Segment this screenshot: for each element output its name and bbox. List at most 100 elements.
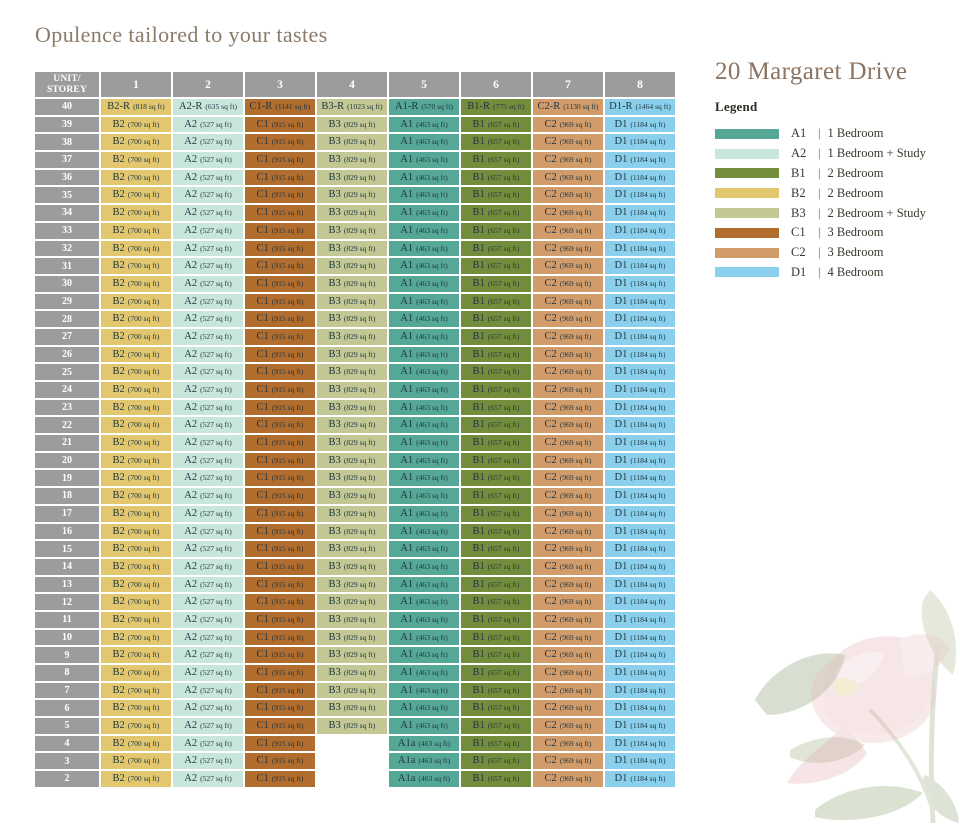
unit-code: B2 bbox=[112, 224, 125, 236]
unit-code: B3 bbox=[328, 154, 341, 166]
unit-code: B2 bbox=[112, 136, 125, 148]
unit-cell: D1 (1184 sq ft) bbox=[605, 505, 675, 522]
unit-code: A1 bbox=[400, 401, 414, 413]
unit-code: A1 bbox=[400, 384, 414, 395]
unit-code: A2 bbox=[184, 613, 198, 625]
unit-area: (1184 sq ft) bbox=[630, 774, 666, 784]
unit-code: C1 bbox=[256, 207, 269, 219]
unit-cell: D1 (1184 sq ft) bbox=[605, 771, 675, 787]
storey-label: 21 bbox=[35, 435, 99, 451]
unit-code: C1-R bbox=[249, 101, 273, 112]
unit-cell: B1 (657 sq ft) bbox=[461, 346, 531, 363]
unit-cell: B2 (700 sq ft) bbox=[101, 647, 171, 663]
unit-area: (657 sq ft) bbox=[487, 420, 520, 430]
unit-cell: B3 (829 sq ft) bbox=[317, 452, 387, 469]
unit-cell: B1 (657 sq ft) bbox=[461, 541, 531, 557]
storey-label: 13 bbox=[35, 576, 99, 593]
unit-cell: C2 (969 sq ft) bbox=[533, 205, 603, 221]
column-header: 7 bbox=[533, 72, 603, 97]
unit-code: B3 bbox=[328, 596, 341, 608]
unit-area: (969 sq ft) bbox=[559, 650, 592, 660]
unit-code: B1 bbox=[472, 737, 485, 749]
unit-cell: D1 (1184 sq ft) bbox=[605, 275, 675, 292]
unit-code: A2 bbox=[184, 384, 198, 395]
unit-cell: A1 (463 sq ft) bbox=[389, 293, 459, 310]
unit-code: C2 bbox=[544, 773, 557, 785]
unit-code: A1 bbox=[400, 136, 414, 148]
unit-code: A2 bbox=[184, 260, 198, 272]
legend-item: B1 | 2 Bedroom bbox=[715, 164, 926, 184]
unit-cell: B2 (700 sq ft) bbox=[101, 718, 171, 734]
unit-area: (463 sq ft) bbox=[416, 367, 448, 377]
unit-area: (463 sq ft) bbox=[416, 579, 448, 589]
unit-code: C1 bbox=[256, 171, 269, 183]
unit-area: (527 sq ft) bbox=[200, 738, 232, 748]
unit-cell: A2 (527 sq ft) bbox=[173, 275, 243, 292]
unit-cell: A2 (527 sq ft) bbox=[173, 629, 243, 646]
unit-code: C2 bbox=[544, 702, 557, 714]
unit-code: D1 bbox=[614, 366, 628, 378]
unit-code: D1 bbox=[614, 507, 628, 519]
unit-area: (463 sq ft) bbox=[416, 331, 448, 341]
unit-code: C2 bbox=[544, 720, 557, 732]
unit-area: (463 sq ft) bbox=[416, 544, 448, 554]
empty-cell bbox=[317, 771, 387, 787]
storey-label: 27 bbox=[35, 328, 99, 345]
unit-cell: B1 (657 sq ft) bbox=[461, 364, 531, 380]
unit-code: B1 bbox=[472, 578, 485, 590]
unit-cell: A2 (527 sq ft) bbox=[173, 470, 243, 487]
unit-code: C1 bbox=[256, 189, 269, 201]
unit-cell: B3 (829 sq ft) bbox=[317, 576, 387, 593]
unit-cell: C2 (969 sq ft) bbox=[533, 488, 603, 504]
unit-cell: A1 (463 sq ft) bbox=[389, 240, 459, 257]
unit-cell: C2 (969 sq ft) bbox=[533, 364, 603, 380]
legend-code: C1 bbox=[791, 225, 806, 240]
storey-label: 20 bbox=[35, 452, 99, 469]
unit-code: C2 bbox=[544, 490, 557, 502]
unit-area: (1141 sq ft) bbox=[275, 102, 311, 111]
unit-code: D1 bbox=[614, 684, 628, 696]
unit-distribution-table: UNIT/STOREY 1 2 3 4 5 6 7 8 40 B2-R (818 sq ft) A2-R… bbox=[35, 72, 675, 787]
unit-cell: B2 (700 sq ft) bbox=[101, 523, 171, 540]
unit-code: A1 bbox=[400, 348, 414, 360]
unit-area: (829 sq ft) bbox=[343, 508, 376, 518]
unit-cell: B3 (829 sq ft) bbox=[317, 205, 387, 221]
unit-area: (969 sq ft) bbox=[559, 243, 592, 253]
unit-area: (657 sq ft) bbox=[487, 526, 520, 536]
unit-cell: C2 (969 sq ft) bbox=[533, 346, 603, 363]
unit-area: (527 sq ft) bbox=[200, 473, 232, 483]
unit-area: (969 sq ft) bbox=[559, 385, 592, 394]
unit-area: (1184 sq ft) bbox=[630, 261, 666, 271]
unit-code: D1 bbox=[614, 295, 628, 307]
legend-separator: | bbox=[818, 225, 821, 240]
unit-area: (657 sq ft) bbox=[487, 331, 520, 341]
unit-code: A1 bbox=[400, 578, 414, 590]
unit-area: (1184 sq ft) bbox=[630, 561, 666, 571]
unit-code: A1 bbox=[400, 560, 414, 572]
unit-code: B1 bbox=[472, 154, 485, 166]
unit-code: B1 bbox=[472, 755, 485, 767]
unit-area: (1184 sq ft) bbox=[630, 278, 666, 288]
unit-cell: C2 (969 sq ft) bbox=[533, 417, 603, 434]
unit-code: B3-R bbox=[321, 101, 345, 112]
unit-area: (463 sq ft) bbox=[416, 703, 448, 713]
unit-cell: C1 (915 sq ft) bbox=[245, 647, 315, 663]
legend-swatch bbox=[715, 267, 779, 278]
unit-cell: B3 (829 sq ft) bbox=[317, 718, 387, 734]
unit-code: C2 bbox=[544, 649, 557, 661]
unit-code: C1 bbox=[256, 330, 269, 342]
unit-code: A2 bbox=[184, 543, 198, 555]
unit-code: C1 bbox=[256, 755, 269, 767]
unit-area: (527 sq ft) bbox=[200, 756, 232, 766]
unit-code: B2 bbox=[112, 490, 125, 502]
legend-item: B2 | 2 Bedroom bbox=[715, 183, 926, 203]
unit-code: A2 bbox=[184, 295, 198, 307]
unit-cell: D1 (1184 sq ft) bbox=[605, 435, 675, 451]
unit-cell: B1 (657 sq ft) bbox=[461, 293, 531, 310]
unit-area: (527 sq ft) bbox=[200, 668, 232, 677]
unit-cell: A2 (527 sq ft) bbox=[173, 700, 243, 717]
unit-area: (829 sq ft) bbox=[343, 190, 376, 200]
unit-area: (700 sq ft) bbox=[127, 544, 160, 554]
unit-area: (1184 sq ft) bbox=[630, 208, 666, 218]
unit-cell: A1 (463 sq ft) bbox=[389, 275, 459, 292]
